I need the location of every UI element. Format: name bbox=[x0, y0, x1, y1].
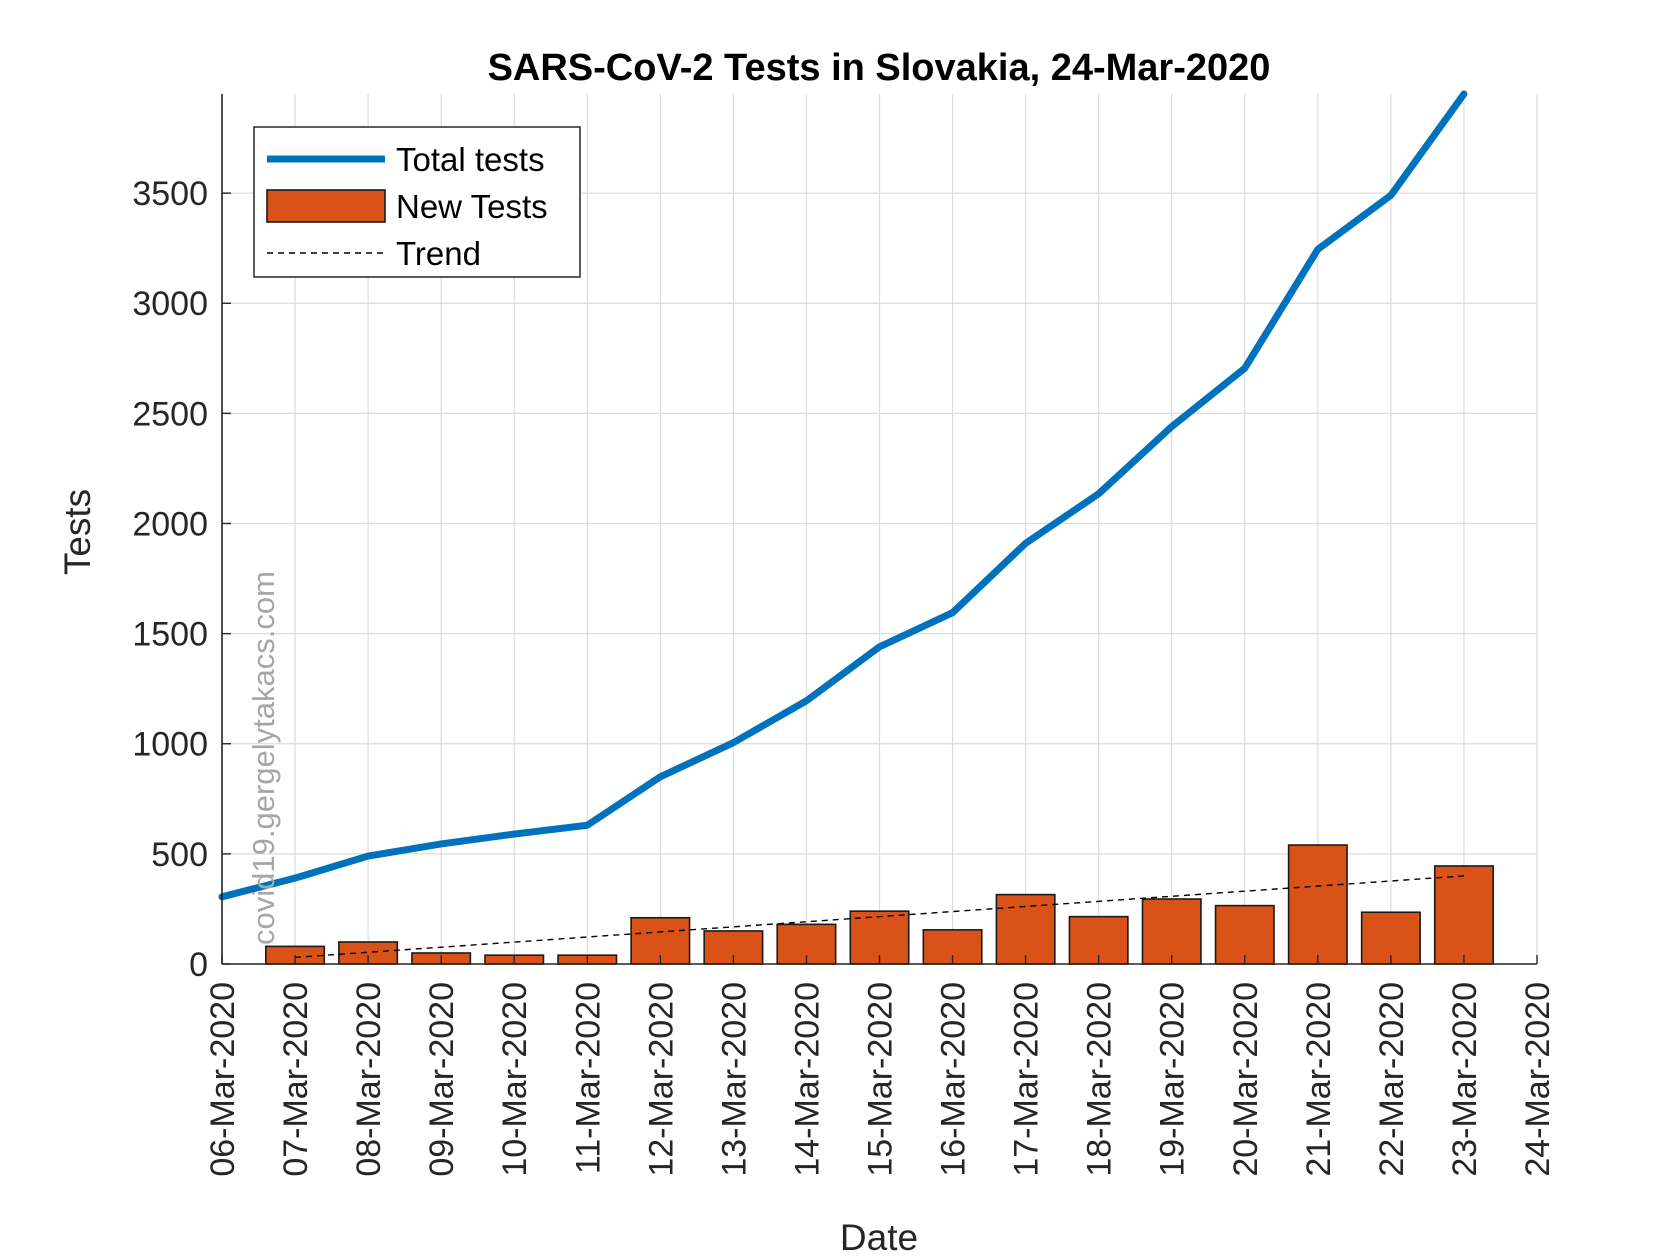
legend-label: Total tests bbox=[396, 141, 545, 178]
x-tick-label: 18-Mar-2020 bbox=[1081, 982, 1119, 1177]
axes bbox=[221, 94, 1538, 965]
chart-title: SARS-CoV-2 Tests in Slovakia, 24-Mar-202… bbox=[488, 47, 1271, 89]
y-tick-label: 2500 bbox=[132, 395, 208, 433]
new-tests-bar bbox=[1214, 904, 1275, 965]
x-tick-label: 20-Mar-2020 bbox=[1227, 982, 1265, 1177]
trend-line bbox=[295, 875, 1464, 959]
new-tests-bar bbox=[1433, 865, 1494, 965]
y-tick-label: 1000 bbox=[132, 726, 208, 764]
x-tick-label: 06-Mar-2020 bbox=[204, 982, 242, 1177]
y-tick-label: 3500 bbox=[132, 175, 208, 213]
x-tick-label: 21-Mar-2020 bbox=[1300, 982, 1338, 1177]
x-tick-label: 19-Mar-2020 bbox=[1154, 982, 1192, 1177]
y-tick-label: 2000 bbox=[132, 505, 208, 543]
legend: Total tests New Tests Trend bbox=[253, 126, 581, 278]
x-tick-label: 09-Mar-2020 bbox=[423, 982, 461, 1177]
x-tick-label: 15-Mar-2020 bbox=[862, 982, 900, 1177]
tick-labels: 0 500 1000 1500 2000 2500 3000 3500 06-Mar-2020 0… bbox=[132, 175, 1557, 1177]
x-tick-label: 07-Mar-2020 bbox=[277, 982, 315, 1177]
y-tick-label: 1500 bbox=[132, 616, 208, 654]
x-tick-label: 11-Mar-2020 bbox=[569, 982, 607, 1174]
x-tick-label: 22-Mar-2020 bbox=[1373, 982, 1411, 1177]
x-tick-label: 17-Mar-2020 bbox=[1008, 982, 1046, 1177]
line-series bbox=[218, 90, 1468, 901]
x-tick-label: 13-Mar-2020 bbox=[715, 982, 753, 1177]
x-tick-label: 24-Mar-2020 bbox=[1519, 982, 1557, 1177]
x-tick-label: 16-Mar-2020 bbox=[935, 982, 973, 1177]
new-tests-bar bbox=[995, 893, 1056, 965]
new-tests-bar bbox=[1141, 898, 1202, 965]
x-tick-label: 12-Mar-2020 bbox=[642, 982, 680, 1177]
new-tests-bar bbox=[1287, 844, 1348, 965]
y-tick-label: 500 bbox=[151, 836, 208, 874]
watermark-text: covid19.gergelytakacs.com bbox=[246, 571, 281, 945]
x-axis-label: Date bbox=[840, 1217, 918, 1258]
legend-label: New Tests bbox=[396, 188, 548, 225]
x-tick-label: 10-Mar-2020 bbox=[496, 982, 534, 1177]
x-tick-label: 14-Mar-2020 bbox=[788, 982, 826, 1177]
trend-series bbox=[295, 875, 1464, 959]
legend-swatch-new-tests bbox=[266, 189, 386, 223]
y-tick-label: 0 bbox=[189, 946, 208, 984]
total-tests-line bbox=[218, 90, 1468, 901]
x-tick-label: 23-Mar-2020 bbox=[1446, 982, 1484, 1177]
y-tick-label: 3000 bbox=[132, 285, 208, 323]
y-axis-label: Tests bbox=[57, 489, 98, 575]
x-tick-label: 08-Mar-2020 bbox=[350, 982, 388, 1177]
legend-label: Trend bbox=[396, 235, 481, 272]
